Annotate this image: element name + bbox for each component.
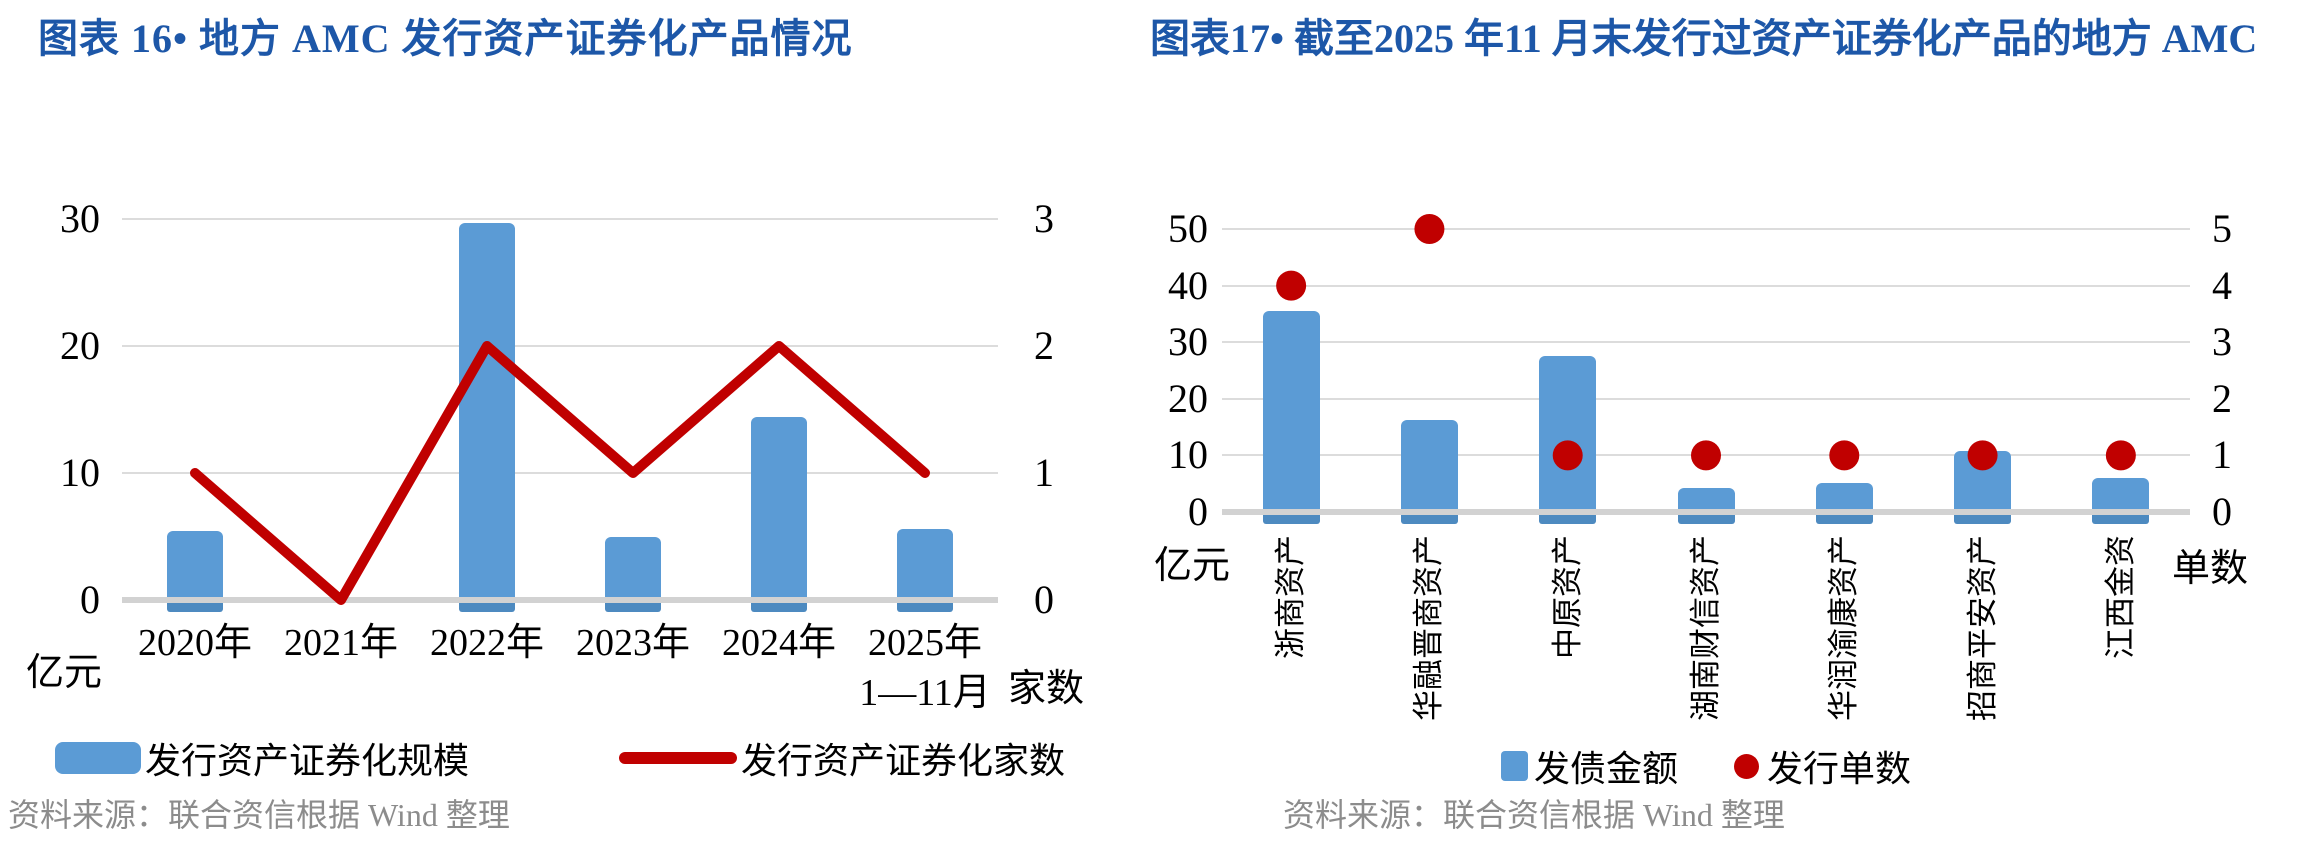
legend-label: 发行资产证券化家数 <box>741 741 1066 781</box>
gridline <box>1222 341 2190 344</box>
x-axis-label-rotated: 浙商资产 <box>1273 535 1309 659</box>
gridline <box>122 472 998 474</box>
chart16-title: 图表 16• 地方 AMC 发行资产证券化产品情况 <box>38 16 853 61</box>
bar <box>459 222 515 600</box>
y-axis-tick-left: 50 <box>1168 206 1208 251</box>
bar <box>1677 488 1735 512</box>
y-axis-tick-left: 30 <box>60 196 100 241</box>
gridline <box>1222 284 2190 287</box>
x-axis-line <box>122 597 998 603</box>
bar <box>1400 419 1458 512</box>
bar-base <box>2092 515 2150 524</box>
bar <box>1954 451 2012 512</box>
x-axis-label-line: 1—11月 <box>859 672 991 714</box>
left-axis-unit-label: 亿元 <box>26 652 103 694</box>
bar-base <box>605 603 661 612</box>
bar-base <box>1262 515 1320 524</box>
x-axis-label-rotated: 华融晋商资产 <box>1411 535 1447 721</box>
bar <box>897 528 953 600</box>
x-axis-label-line: 2023年 <box>575 622 690 664</box>
chart17-source-note: 资料来源：联合资信根据 Wind 整理 <box>1283 797 1785 833</box>
chart16-source-note: 资料来源：联合资信根据 Wind 整理 <box>8 797 510 833</box>
gridline <box>1222 454 2190 457</box>
bar-base <box>1400 515 1458 524</box>
x-axis-label-rotated: 江西金资 <box>2102 535 2138 659</box>
bar <box>1815 482 1873 512</box>
y-axis-tick-right: 1 <box>2212 432 2232 478</box>
y-axis-tick-left: 0 <box>1188 489 1208 534</box>
x-axis-line <box>1222 509 2190 515</box>
x-axis-label-rotated: 中原资产 <box>1549 535 1585 659</box>
y-axis-tick-left: 20 <box>1168 375 1208 421</box>
legend-item-bar-series: 发行资产证券化规模 <box>54 732 469 784</box>
x-axis-label: 2024年 <box>669 618 889 668</box>
y-axis-tick-right: 1 <box>1034 450 1054 495</box>
gridline <box>1222 228 2190 230</box>
y-axis-tick-right: 3 <box>2212 319 2232 365</box>
bar <box>751 417 807 600</box>
y-axis-tick-left: 20 <box>60 323 100 368</box>
x-axis-label-line: 2022年 <box>429 622 544 664</box>
line-series-swatch <box>619 752 737 764</box>
y-axis-tick-left: 40 <box>1168 262 1208 308</box>
dot-series-swatch <box>1734 753 1759 779</box>
y-axis-tick-right: 2 <box>2212 375 2232 421</box>
x-axis-label-rotated: 华润渝康资产 <box>1826 535 1862 721</box>
legend-label: 发债金额 <box>1533 749 1678 789</box>
chart17-legend: 发债金额 发行单数 <box>1222 746 2190 789</box>
x-axis-label-rotated: 招商平安资产 <box>1964 535 2000 721</box>
bar <box>167 531 223 600</box>
y-axis-tick-right: 0 <box>1034 577 1054 622</box>
y-axis-tick-right: 4 <box>2212 262 2232 308</box>
gridline <box>122 218 998 220</box>
x-axis-label: 2025年 1—11月 <box>815 618 1035 718</box>
x-axis-label: 2023年 <box>523 618 743 668</box>
y-axis-tick-left: 10 <box>60 450 100 495</box>
bar-base <box>1677 515 1735 524</box>
chart17-title: 图表17• 截至2025 年11 月末发行过资产证券化产品的地方 AMC <box>1150 16 2258 61</box>
x-axis-label-line: 2025年 <box>867 622 982 664</box>
legend-label: 发行单数 <box>1767 749 1912 789</box>
y-axis-tick-left: 0 <box>80 577 100 622</box>
y-axis-tick-right: 5 <box>2212 206 2232 251</box>
x-axis-label: 2020年 <box>85 618 305 668</box>
x-axis-label: 2022年 <box>377 618 597 668</box>
x-axis-label-line: 2024年 <box>721 622 836 664</box>
bar-base <box>751 603 807 612</box>
legend-label: 发行资产证券化规模 <box>144 741 469 781</box>
x-axis-label: 2021年 <box>231 618 451 668</box>
bar <box>605 536 661 600</box>
bar <box>2092 478 2150 512</box>
y-axis-tick-right: 2 <box>1034 323 1054 368</box>
bar-base <box>459 603 515 612</box>
y-axis-tick-right: 0 <box>2212 489 2232 534</box>
gridline <box>122 345 998 347</box>
y-axis-tick-left: 30 <box>1168 319 1208 365</box>
x-axis-label-line: 2020年 <box>137 622 252 664</box>
bar <box>1539 356 1597 512</box>
bar-series-swatch <box>54 742 141 774</box>
legend-item-line-series: 发行资产证券化家数 <box>619 732 1065 784</box>
bar <box>1262 311 1320 512</box>
right-axis-unit-label: 家数 <box>1008 668 1085 710</box>
bar-series-swatch <box>1500 751 1528 781</box>
bar-base <box>1539 515 1597 524</box>
legend-item-bar-series: 发债金额 <box>1500 740 1678 792</box>
y-axis-tick-left: 10 <box>1168 432 1208 478</box>
bar-base <box>897 603 953 612</box>
bar-base <box>167 603 223 612</box>
right-axis-unit-label: 单数 <box>2172 548 2249 590</box>
left-axis-unit-label: 亿元 <box>1154 545 1231 587</box>
legend-item-dot-series: 发行单数 <box>1734 740 1911 792</box>
bar-base <box>1815 515 1873 524</box>
y-axis-tick-right: 3 <box>1034 196 1054 241</box>
chart16-legend: 发行资产证券化规模 发行资产证券化家数 <box>54 736 1065 781</box>
gridline <box>1222 397 2190 400</box>
x-axis-label-rotated: 湖南财信资产 <box>1688 535 1723 721</box>
bar-base <box>1954 515 2012 524</box>
x-axis-label-line: 2021年 <box>283 622 398 664</box>
